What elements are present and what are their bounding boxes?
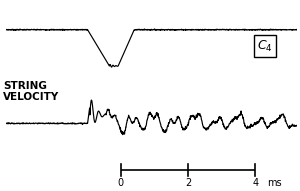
Text: 0: 0	[118, 178, 124, 188]
Text: STRING
VELOCITY: STRING VELOCITY	[3, 81, 59, 102]
Text: 4: 4	[252, 178, 259, 188]
Text: $C_4$: $C_4$	[257, 38, 273, 54]
Text: 2: 2	[185, 178, 191, 188]
Text: ms: ms	[267, 178, 282, 188]
